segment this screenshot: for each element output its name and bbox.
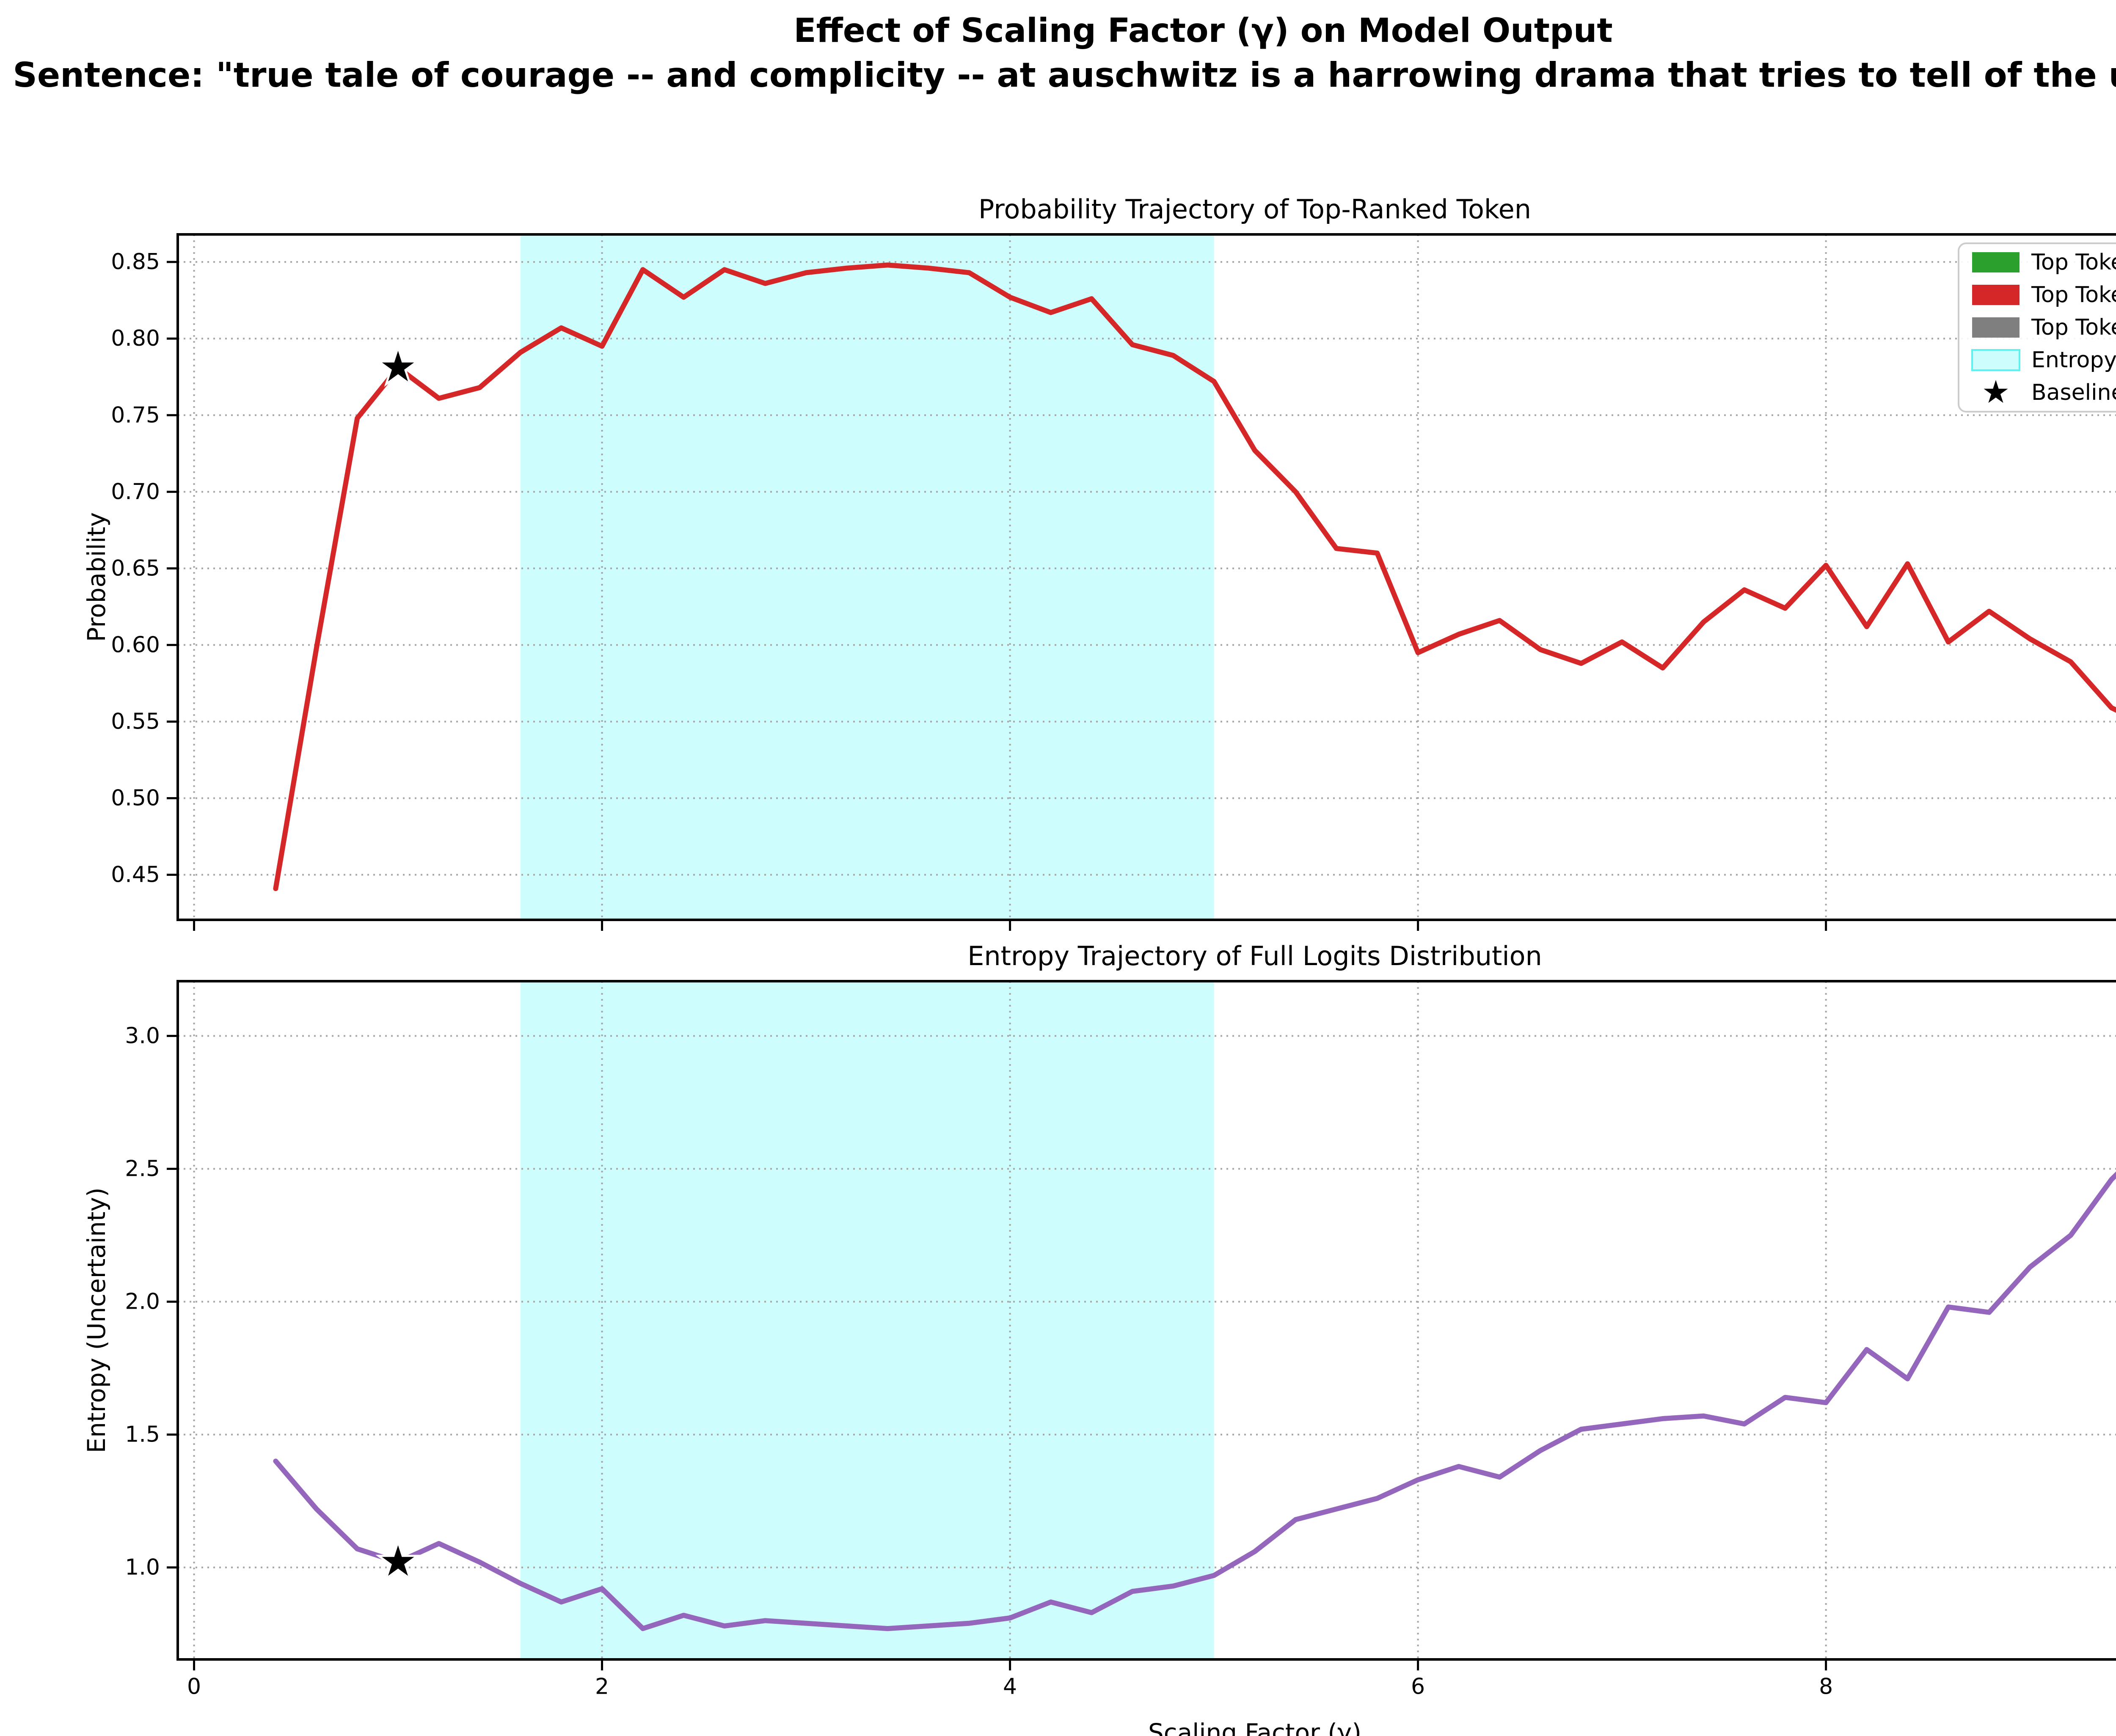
legend-label: Top Token is "negative": [2031, 282, 2116, 308]
legend-label: Top Token is Invalid: [2031, 315, 2116, 340]
legend-entry: Top Token is "positive": [1972, 250, 2116, 275]
legend-swatch: [1971, 349, 2020, 371]
y-axis-label: Probability: [82, 512, 111, 642]
y-tick-label: 3.0: [125, 1023, 160, 1048]
legend-entry: Baseline (γ=1.0): [1984, 380, 2116, 405]
legend-entry: Entropy < Baseline: [1971, 347, 2116, 373]
y-tick-label: 2.0: [125, 1289, 160, 1315]
gridlines: [178, 981, 2116, 1659]
axes-spines: [176, 980, 2116, 1661]
x-tick-label: 2: [595, 1674, 609, 1700]
y-tick-label: 0.55: [111, 709, 160, 734]
figure-suptitle: Effect of Scaling Factor (γ) on Model Ou…: [0, 9, 2116, 98]
legend-swatch: [1972, 285, 2020, 305]
tick-marks: [167, 1034, 1827, 1670]
tick-marks: [167, 261, 1827, 931]
legend-swatch: [1972, 252, 2020, 272]
x-tick-label: 6: [1411, 1674, 1425, 1700]
y-tick-label: 1.5: [125, 1422, 160, 1447]
subplot-title: Probability Trajectory of Top-Ranked Tok…: [978, 194, 1531, 225]
y-tick-label: 0.60: [111, 632, 160, 658]
legend-label: Entropy < Baseline: [2031, 347, 2116, 373]
legend-label: Baseline (γ=1.0): [2031, 380, 2116, 405]
y-tick-label: 0.75: [111, 402, 160, 428]
baseline-star-marker: [375, 1538, 421, 1582]
entropy-below-baseline-band: [520, 234, 1214, 920]
x-tick-label: 8: [1819, 1674, 1833, 1700]
legend: Top Token is "positive" Top Token is "neg…: [1958, 242, 2116, 413]
axes-spines: [176, 233, 2116, 921]
legend-swatch: [1972, 317, 2020, 338]
x-axis-label: Scaling Factor (γ): [1148, 1718, 1361, 1736]
x-tick-label: 0: [187, 1674, 201, 1700]
x-tick-label: 4: [1003, 1674, 1017, 1700]
y-tick-label: 0.70: [111, 479, 160, 504]
baseline-star-marker: [375, 344, 421, 387]
subplot-title: Entropy Trajectory of Full Logits Distri…: [967, 941, 1542, 971]
legend-label: Top Token is "positive": [2031, 250, 2116, 275]
y-axis-label: Entropy (Uncertainty): [82, 1188, 111, 1453]
y-tick-label: 0.45: [111, 862, 160, 888]
legend-entry: Top Token is Invalid: [1972, 315, 2116, 340]
top-token-probability-line: [273, 262, 2116, 891]
entropy-line: [273, 1171, 2116, 1631]
probability-subplot: 0.45 0.50 0.55 0.60 0.65 0.70 0.75 0.80 0.85 Prob…: [82, 194, 2116, 931]
legend-star-icon: [1984, 380, 2008, 403]
suptitle-line-2: Sentence: "true tale of courage -- and c…: [13, 55, 2116, 95]
y-tick-label: 0.85: [111, 249, 160, 275]
y-tick-label: 0.50: [111, 785, 160, 811]
legend-entry: Top Token is "negative": [1972, 282, 2116, 308]
y-tick-label: 2.5: [125, 1156, 160, 1181]
entropy-below-baseline-band: [520, 981, 1214, 1659]
y-tick-label: 0.80: [111, 326, 160, 351]
suptitle-line-1: Effect of Scaling Factor (γ) on Model Ou…: [794, 12, 1613, 50]
y-tick-label: 0.65: [111, 556, 160, 581]
y-tick-label: 1.0: [125, 1555, 160, 1580]
